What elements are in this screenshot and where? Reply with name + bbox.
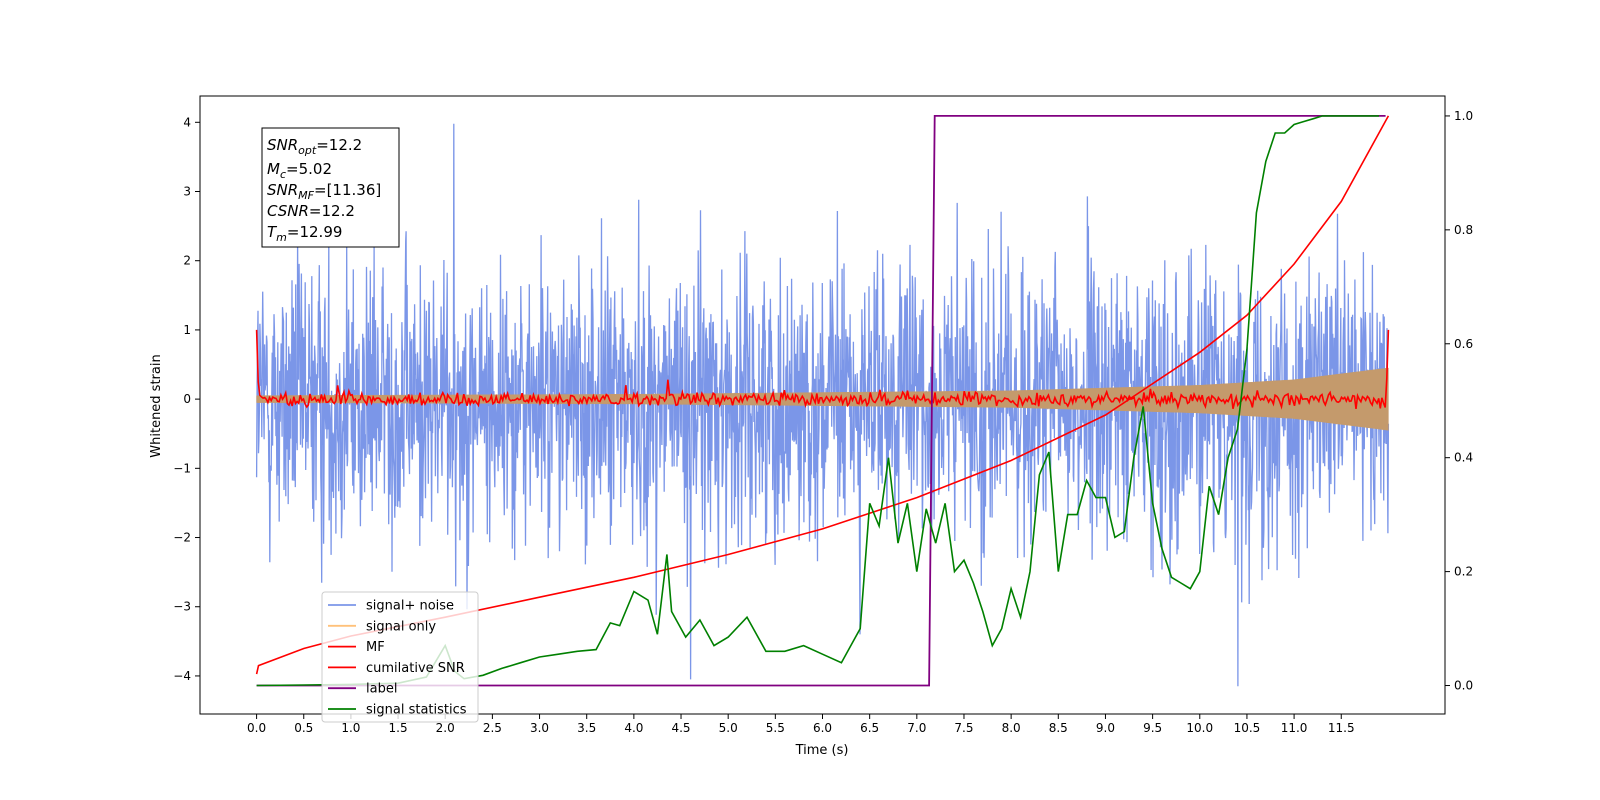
annotation-tm: Tm=12.99 [267, 223, 342, 244]
annotation-tm-sub: m [276, 231, 287, 244]
x-tick-label: 8.5 [1049, 721, 1068, 735]
legend-label: MF [366, 640, 385, 655]
y-tick-label: 2 [183, 254, 191, 268]
x-tick-label: 0.0 [247, 721, 266, 735]
x-tick-label: 11.0 [1281, 721, 1308, 735]
annotation-snr-opt-base: SNR [267, 136, 298, 154]
right-tick-label: 0.6 [1454, 337, 1473, 351]
annotation-mc-base: M [267, 160, 280, 178]
x-tick-label: 9.0 [1096, 721, 1115, 735]
mf-line [255, 329, 1390, 410]
y-axis-label: Whitened strain [149, 354, 164, 457]
legend-label: signal statistics [366, 703, 467, 718]
legend-frame [321, 591, 479, 723]
annotation-snr-mf-sub: MF [298, 189, 314, 202]
annotation-tm-value: =12.99 [287, 223, 343, 241]
x-axis-ticks: 0.0 0.5 1.0 1.5 2.0 2.5 3.0 3.5 4.0 4.5 5.0 5.5 6.0 6… [247, 714, 1355, 735]
x-tick-label: 7.0 [907, 721, 926, 735]
x-tick-label: 6.0 [813, 721, 832, 735]
y-tick-label: 0 [183, 392, 191, 406]
annotation-tm-base: T [267, 223, 278, 241]
x-tick-label: 5.0 [719, 721, 738, 735]
x-tick-label: 5.5 [766, 721, 785, 735]
x-tick-label: 3.5 [577, 721, 596, 735]
legend-label: signal only [366, 619, 436, 634]
x-axis-label: Time (s) [795, 743, 849, 758]
y-tick-label: −3 [173, 600, 191, 614]
annotation-mc-value: =5.02 [286, 160, 332, 178]
y-tick-label: −1 [173, 461, 191, 475]
annotation-snr-mf-value: =[11.36] [314, 181, 381, 199]
annotation-mc-sub: c [280, 168, 286, 181]
legend-label: signal+ noise [366, 599, 454, 614]
legend: signal+ noise signal only MF cumilative SNR… [321, 591, 479, 723]
x-tick-label: 7.5 [954, 721, 973, 735]
x-tick-label: 8.0 [1002, 721, 1021, 735]
mf-layer [255, 329, 1390, 410]
label-layer [256, 115, 1386, 687]
y-tick-label: 3 [183, 185, 191, 199]
signal-statistics-line [256, 115, 1379, 687]
right-tick-label: 0.2 [1454, 565, 1473, 579]
signal-statistics-layer [256, 115, 1379, 687]
y-tick-label: 1 [183, 323, 191, 337]
x-tick-label: 10.0 [1186, 721, 1213, 735]
annotation-frame [261, 127, 400, 248]
x-tick-label: 1.5 [389, 721, 408, 735]
y-tick-label: −2 [173, 531, 191, 545]
x-tick-label: 2.0 [436, 721, 455, 735]
annotation-snr-mf: SNRMF=[11.36] [267, 181, 381, 202]
annotation-csnr-value: =12.2 [309, 202, 355, 220]
right-tick-label: 0.8 [1454, 223, 1473, 237]
y-tick-label: −4 [173, 669, 191, 683]
annotation-snr-opt-sub: opt [298, 144, 317, 157]
x-tick-label: 10.5 [1234, 721, 1261, 735]
annotation-snr-mf-base: SNR [267, 181, 298, 199]
y-axis-ticks: 4 3 2 1 0 −1 −2 −3 −4 [173, 115, 200, 683]
x-tick-label: 4.5 [671, 721, 690, 735]
x-tick-label: 3.0 [530, 721, 549, 735]
legend-label: cumilative SNR [366, 661, 465, 676]
x-tick-label: 9.5 [1143, 721, 1162, 735]
annotation-box: SNRopt=12.2 Mc=5.02 SNRMF=[11.36] CSNR=1… [261, 127, 400, 248]
x-tick-label: 4.0 [624, 721, 643, 735]
annotation-csnr: CSNR=12.2 [267, 202, 355, 220]
x-tick-label: 6.5 [860, 721, 879, 735]
x-tick-label: 1.0 [341, 721, 360, 735]
annotation-mc: Mc=5.02 [267, 160, 332, 181]
x-tick-label: 0.5 [294, 721, 313, 735]
x-tick-label: 2.5 [483, 721, 502, 735]
right-tick-label: 1.0 [1454, 109, 1473, 123]
annotation-snr-opt-value: =12.2 [316, 136, 362, 154]
right-axis-ticks: 0.0 0.2 0.4 0.6 0.8 1.0 [1445, 109, 1473, 693]
annotation-snr-opt: SNRopt=12.2 [267, 136, 362, 157]
legend-label: label [366, 682, 397, 697]
y-tick-label: 4 [183, 115, 191, 129]
right-tick-label: 0.4 [1454, 451, 1473, 465]
right-tick-label: 0.0 [1454, 679, 1473, 693]
x-tick-label: 11.5 [1328, 721, 1355, 735]
annotation-csnr-base: CSNR [267, 202, 309, 220]
label-line [256, 115, 1386, 687]
